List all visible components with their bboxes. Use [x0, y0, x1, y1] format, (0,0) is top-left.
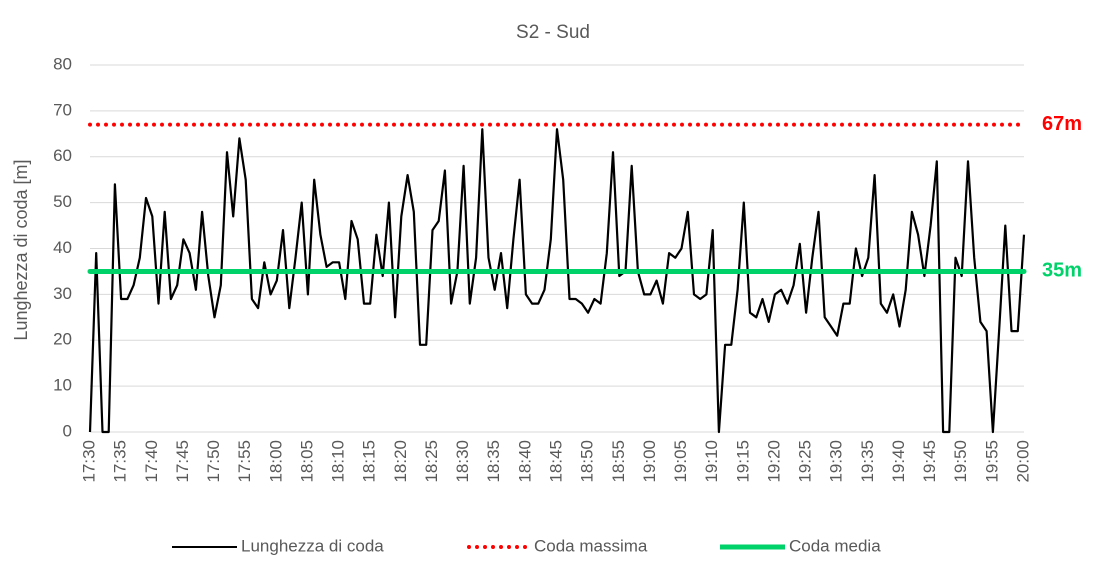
y-tick-label: 10 [53, 376, 72, 395]
x-tick-label: 18:30 [453, 440, 472, 483]
x-tick-label: 19:35 [858, 440, 877, 483]
x-tick-label: 18:00 [266, 440, 285, 483]
reference-label: 35m [1042, 260, 1082, 282]
x-tick-label: 19:50 [951, 440, 970, 483]
y-tick-label: 60 [53, 146, 72, 165]
x-tick-label: 18:10 [329, 440, 348, 483]
x-tick-label: 20:00 [1013, 440, 1032, 483]
y-tick-label: 20 [53, 330, 72, 349]
y-tick-label: 80 [53, 54, 72, 73]
x-tick-label: 19:25 [796, 440, 815, 483]
x-tick-label: 19:45 [920, 440, 939, 483]
y-axis-label: Lunghezza di coda [m] [11, 159, 31, 340]
x-tick-label: 19:00 [640, 440, 659, 483]
x-tick-label: 18:50 [578, 440, 597, 483]
x-tick-label: 17:30 [79, 440, 98, 483]
y-tick-label: 40 [53, 238, 72, 257]
x-tick-label: 18:35 [484, 440, 503, 483]
reference-label: 67m [1042, 113, 1082, 135]
y-tick-label: 0 [63, 421, 72, 440]
x-tick-label: 17:45 [173, 440, 192, 483]
y-tick-label: 30 [53, 284, 72, 303]
legend-label: Coda massima [534, 536, 648, 555]
x-tick-label: 19:15 [733, 440, 752, 483]
y-tick-label: 70 [53, 100, 72, 119]
x-tick-label: 19:10 [702, 440, 721, 483]
x-tick-label: 17:50 [204, 440, 223, 483]
x-tick-label: 19:30 [827, 440, 846, 483]
x-tick-label: 17:35 [111, 440, 130, 483]
y-tick-label: 50 [53, 192, 72, 211]
x-tick-label: 19:05 [671, 440, 690, 483]
x-tick-label: 19:20 [764, 440, 783, 483]
x-tick-label: 18:15 [360, 440, 379, 483]
legend-label: Coda media [789, 536, 881, 555]
x-tick-label: 19:40 [889, 440, 908, 483]
x-tick-label: 18:55 [609, 440, 628, 483]
x-tick-label: 18:20 [391, 440, 410, 483]
x-tick-label: 17:40 [142, 440, 161, 483]
x-tick-label: 18:05 [297, 440, 316, 483]
legend-label: Lunghezza di coda [241, 536, 384, 555]
x-tick-label: 17:55 [235, 440, 254, 483]
x-tick-label: 19:55 [982, 440, 1001, 483]
chart-title: S2 - Sud [516, 22, 590, 43]
x-tick-label: 18:25 [422, 440, 441, 483]
x-tick-label: 18:45 [546, 440, 565, 483]
x-tick-label: 18:40 [515, 440, 534, 483]
